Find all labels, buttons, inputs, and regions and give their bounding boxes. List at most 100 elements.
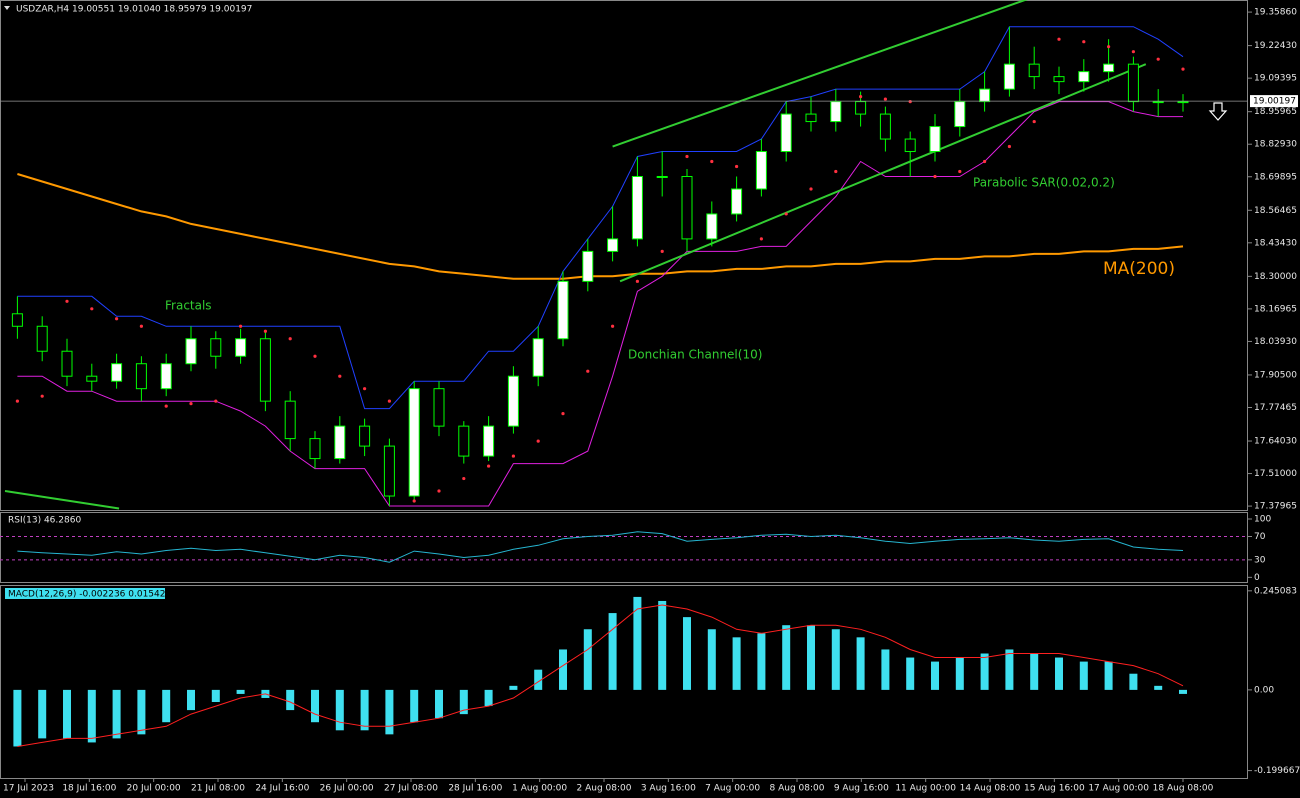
macd-bar [112,689,121,739]
candle-body [582,250,594,282]
macd-bar [63,689,71,739]
sar-dot [437,489,441,493]
candle-body [706,213,718,240]
macd-bar [534,669,543,690]
sar-dot [958,169,962,174]
candle-body [607,238,619,252]
y-tick-label: 19.35860 [1254,8,1297,18]
macd-bar [881,649,890,690]
y-tick-label: 17.77465 [1254,403,1297,413]
candle-body [656,175,668,178]
macd-bar [1129,673,1138,690]
candle-body [731,188,743,215]
candle-body [1127,63,1139,103]
sar-dot [784,212,788,216]
macd-bar [658,600,667,690]
x-tick-label: 20 Jul 00:00 [127,784,181,794]
pane-plot [13,596,1187,747]
macd-bar [1030,653,1039,690]
x-tick-label: 8 Aug 08:00 [770,784,825,794]
macd-bar [335,689,344,731]
candle-body [483,425,495,457]
y-tick-label: 17.51000 [1254,469,1297,479]
x-tick-label: 7 Aug 00:00 [705,784,760,794]
sar-dot [759,237,764,241]
candle-body [160,363,172,390]
trend-line [4,490,120,510]
x-tick-label: 17 Aug 00:00 [1088,784,1149,794]
candle-body [210,338,222,357]
candle-body [235,338,247,357]
candle-body [433,388,445,427]
trend-line [612,0,1029,148]
sar-dot [660,249,664,253]
y-tick-label: 17.37965 [1254,502,1297,512]
y-tick-label: 18.56465 [1254,206,1297,216]
sar-dot [1057,37,1061,41]
macd-bar [484,689,493,707]
sar-dot [735,164,739,169]
y-tick-label: 17.90500 [1254,370,1297,380]
macd-bar [1005,649,1014,690]
macd-bar [757,633,766,690]
x-tick-label: 11 Aug 00:00 [895,784,956,794]
macd-bar [236,689,245,694]
macd-bar [906,657,915,690]
sar-dot [313,354,317,358]
sar-dot [859,95,863,99]
candle-body [780,113,792,153]
donchian-lower [17,101,1183,507]
x-tick-label: 24 Jul 16:00 [255,784,309,794]
y-tick-label: 70 [1254,532,1266,542]
last-price-box [1250,95,1298,108]
y-tick-label: 18.30000 [1254,272,1297,282]
macd-bar [683,617,691,690]
candle-body [1177,101,1189,104]
sar-dot [239,324,243,328]
sar-dot [561,412,565,416]
macd-bar [311,689,319,723]
x-tick-label: 3 Aug 16:00 [641,784,696,794]
sar-dot [40,394,44,398]
candle-body [334,425,346,460]
macd-bar [38,689,47,739]
candle-body [681,175,693,240]
y-tick-label: 18.82930 [1254,140,1297,150]
macd-bar [732,637,741,690]
rsi-line [17,531,1184,563]
x-tick-label: 27 Jul 08:00 [384,784,438,794]
macd-bar [782,625,791,690]
macd-bar [435,689,443,719]
chart-title: USDZAR,H4 19.00551 19.01040 18.95979 19.… [16,5,252,15]
macd-bar [1179,689,1187,694]
annotation: Donchian Channel(10) [628,348,762,362]
candle-body [830,101,842,123]
candle-body [185,338,197,365]
candle-body [284,400,296,440]
macd-signal [17,604,1184,747]
ma-line [17,173,1184,280]
x-tick-label: 18 Aug 08:00 [1153,784,1214,794]
x-tick-label: 1 Aug 00:00 [512,784,567,794]
menu-arrow[interactable] [4,6,10,10]
x-tick-label: 21 Jul 08:00 [191,784,245,794]
candle-body [879,113,891,140]
sar-dot [883,97,888,101]
macd-bar [1154,685,1163,690]
candle-body [11,313,23,327]
last-price-label: 19.00197 [1253,97,1296,107]
sar-dot [1082,40,1086,44]
candle-body [1028,63,1040,78]
y-tick-label: 18.95965 [1254,107,1297,117]
macd-bar [1079,661,1088,690]
macd-bar [13,689,22,747]
candle-body [929,126,941,153]
macd-bar [137,689,146,735]
main-frame [0,0,1248,511]
candle-body [111,363,123,382]
sar-dot [1156,57,1160,61]
candle-body [855,101,867,115]
candle-body [36,325,48,352]
y-tick-label: 18.16965 [1254,304,1297,314]
